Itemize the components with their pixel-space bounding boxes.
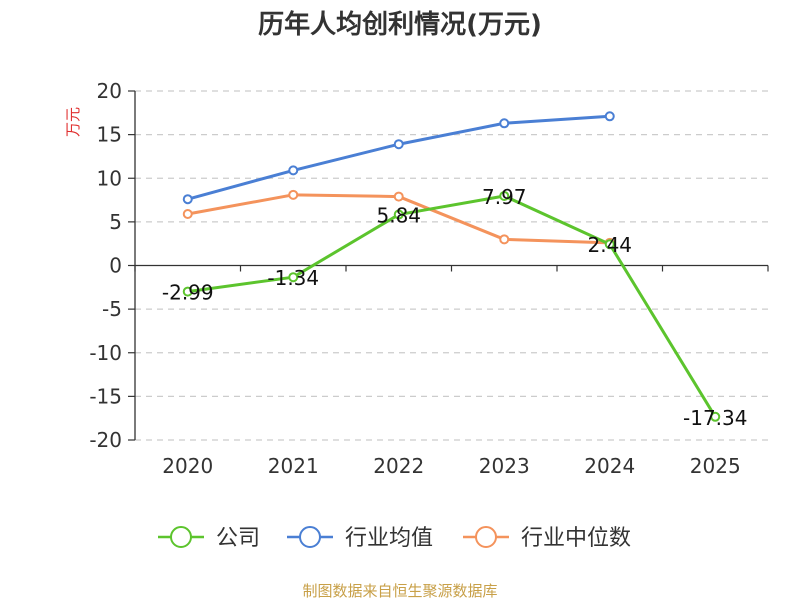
series-lines <box>182 111 721 422</box>
data-point <box>393 209 404 220</box>
y-tick-label: 0 <box>109 254 122 278</box>
series-line-1 <box>187 114 610 201</box>
y-tick-label: 15 <box>97 123 122 147</box>
data-point <box>604 111 615 122</box>
x-tick-label: 2022 <box>373 454 424 478</box>
y-tick-label: 10 <box>97 166 122 190</box>
source-note: 制图数据来自恒生聚源数据库 <box>302 582 497 600</box>
data-point <box>182 194 193 205</box>
x-tick-label: 2023 <box>479 454 530 478</box>
legend-marker <box>170 526 192 548</box>
y-tick-label: -15 <box>89 384 122 408</box>
data-point <box>499 190 510 201</box>
data-point <box>393 139 404 150</box>
data-label: 2.44 <box>587 233 632 257</box>
x-tick-label: 2025 <box>690 454 741 478</box>
data-point <box>393 191 404 202</box>
chart-title: 历年人均创利情况(万元) <box>258 9 542 40</box>
legend-item-0[interactable]: 公司 <box>158 526 260 551</box>
y-axis-label: 万元 <box>64 107 82 137</box>
legend-item-2[interactable]: 行业中位数 <box>463 526 631 551</box>
data-point <box>604 239 615 250</box>
x-tick-labels: 2020 2021 2022 2023 2024 2025 <box>162 454 740 478</box>
data-point <box>288 189 299 200</box>
series-line-0 <box>187 194 717 418</box>
legend-label: 行业中位数 <box>521 526 631 551</box>
axes <box>128 90 769 441</box>
data-label: -1.34 <box>267 266 319 290</box>
data-point <box>499 118 510 129</box>
data-label: 7.97 <box>482 185 527 209</box>
x-tick-label: 2024 <box>584 454 635 478</box>
y-tick-label: -20 <box>89 428 122 452</box>
data-point <box>182 209 193 220</box>
x-tick-label: 2021 <box>268 454 319 478</box>
data-point <box>288 272 299 283</box>
y-tick-label: -10 <box>89 341 122 365</box>
y-tick-label: 20 <box>97 79 122 103</box>
data-label: -2.99 <box>162 281 214 305</box>
legend[interactable]: 公司 行业均值 行业中位数 <box>158 526 631 551</box>
legend-label: 公司 <box>216 526 260 551</box>
data-point <box>499 234 510 245</box>
data-point <box>710 411 721 422</box>
x-tick-label: 2020 <box>162 454 213 478</box>
data-point <box>288 165 299 176</box>
y-tick-label: -5 <box>102 297 122 321</box>
legend-label: 行业均值 <box>345 526 433 551</box>
data-label: -17.34 <box>683 406 747 430</box>
y-tick-labels: 20 15 10 5 0 -5 -10 -15 -20 <box>89 79 122 452</box>
legend-marker <box>475 526 497 548</box>
data-labels: -2.99 -1.34 5.84 7.97 2.44 -17.34 <box>162 185 748 430</box>
data-label: 5.84 <box>376 204 421 228</box>
y-tick-label: 5 <box>109 210 122 234</box>
data-point <box>182 286 193 297</box>
legend-marker <box>299 526 321 548</box>
legend-item-1[interactable]: 行业均值 <box>287 526 433 551</box>
